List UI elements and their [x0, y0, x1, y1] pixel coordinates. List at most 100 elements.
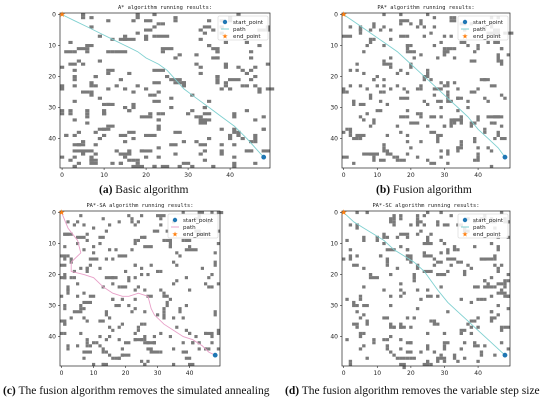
obstacle-cell	[98, 242, 102, 246]
obstacle-cell	[130, 310, 134, 314]
obstacle-cell	[215, 78, 220, 85]
obstacle-cell	[483, 344, 487, 348]
obstacle-cell	[426, 211, 430, 215]
obstacle-cell	[415, 307, 420, 311]
obstacle-cell	[459, 297, 463, 301]
obstacle-cell	[422, 99, 426, 103]
obstacle-cell	[469, 124, 474, 128]
obstacle-cell	[483, 257, 487, 261]
obstacle-cell	[133, 263, 137, 267]
obstacle-cell	[204, 331, 214, 335]
obstacle-cell	[405, 356, 410, 360]
obstacle-cell	[63, 232, 70, 236]
obstacle-cell	[76, 130, 81, 134]
obstacle-cell	[117, 325, 121, 329]
obstacle-cell	[439, 356, 447, 360]
obstacle-cell	[419, 84, 423, 88]
end-point-marker: ★	[340, 10, 347, 19]
obstacle-cell	[476, 47, 480, 51]
obstacle-cell	[352, 99, 356, 106]
obstacle-cell	[133, 338, 137, 342]
obstacle-cell	[228, 87, 233, 91]
legend-label-end-point: end_point	[473, 34, 501, 40]
obstacle-cell	[442, 47, 447, 51]
obstacle-cell	[66, 291, 70, 295]
obstacle-cell	[382, 288, 386, 292]
obstacle-cell	[426, 294, 433, 298]
obstacle-cell	[476, 297, 480, 301]
obstacle-cell	[253, 118, 258, 122]
obstacle-cell	[486, 146, 490, 150]
obstacle-cell	[385, 257, 390, 264]
obstacle-cell	[355, 325, 359, 329]
x-tick-label: 10	[373, 172, 381, 179]
obstacle-cell	[405, 341, 413, 345]
legend-box	[217, 15, 269, 41]
obstacle-cell	[181, 211, 185, 215]
obstacle-cell	[140, 322, 144, 326]
obstacle-cell	[110, 102, 115, 106]
obstacle-cell	[89, 161, 98, 165]
obstacle-cell	[479, 257, 484, 261]
obstacle-cell	[240, 68, 245, 72]
obstacle-cell	[409, 62, 413, 69]
obstacle-cell	[362, 71, 366, 75]
obstacle-cell	[405, 350, 413, 354]
obstacle-cell	[72, 78, 77, 82]
obstacle-cell	[131, 90, 136, 94]
obstacle-cell	[104, 229, 108, 233]
obstacle-cell	[436, 294, 440, 298]
obstacle-cell	[148, 93, 153, 97]
obstacle-cell	[175, 279, 179, 283]
obstacle-cell	[442, 50, 450, 54]
obstacle-cell	[362, 235, 366, 242]
obstacle-cell	[462, 273, 467, 277]
obstacle-cell	[202, 106, 207, 110]
obstacle-cell	[479, 353, 484, 357]
obstacle-cell	[118, 152, 123, 156]
obstacle-cell	[459, 328, 467, 332]
obstacle-cell	[399, 325, 406, 329]
obstacle-cell	[368, 124, 373, 128]
obstacle-cell	[493, 285, 497, 289]
obstacle-cell	[362, 304, 369, 308]
obstacle-cell	[184, 304, 188, 308]
obstacle-cell	[473, 50, 477, 54]
obstacle-cell	[173, 81, 186, 85]
obstacle-cell	[159, 223, 163, 227]
obstacle-cell	[422, 75, 430, 79]
obstacle-cell	[172, 260, 176, 264]
obstacle-cell	[253, 75, 258, 79]
obstacle-cell	[395, 84, 400, 88]
caption-c-text: The fusion algorithm removes the simulat…	[18, 385, 270, 397]
obstacle-cell	[375, 238, 379, 242]
obstacle-cell	[358, 137, 363, 141]
obstacle-cell	[439, 285, 443, 289]
obstacle-cell	[249, 78, 254, 82]
obstacle-cell	[236, 65, 241, 69]
obstacle-cell	[168, 245, 172, 249]
obstacle-cell	[72, 84, 77, 88]
obstacle-cell	[382, 25, 386, 29]
obstacle-cell	[362, 313, 366, 317]
obstacle-cell	[432, 93, 437, 97]
obstacle-cell	[106, 87, 111, 91]
obstacle-cell	[111, 257, 115, 261]
obstacle-cell	[426, 235, 430, 242]
path-line	[61, 212, 216, 356]
obstacle-cell	[389, 294, 393, 298]
obstacle-cell	[382, 316, 390, 320]
obstacle-cell	[422, 214, 426, 218]
obstacle-cell	[133, 276, 137, 280]
obstacle-cell	[405, 152, 410, 156]
obstacle-cell	[355, 133, 366, 137]
obstacle-cell	[143, 335, 147, 342]
y-tick-label: 30	[330, 105, 338, 112]
obstacle-cell	[415, 217, 420, 221]
obstacle-cell	[249, 68, 254, 72]
obstacle-cell	[382, 84, 386, 88]
obstacle-cell	[63, 331, 67, 335]
legend-end-marker: ★	[222, 33, 228, 41]
obstacle-cell	[198, 37, 203, 41]
